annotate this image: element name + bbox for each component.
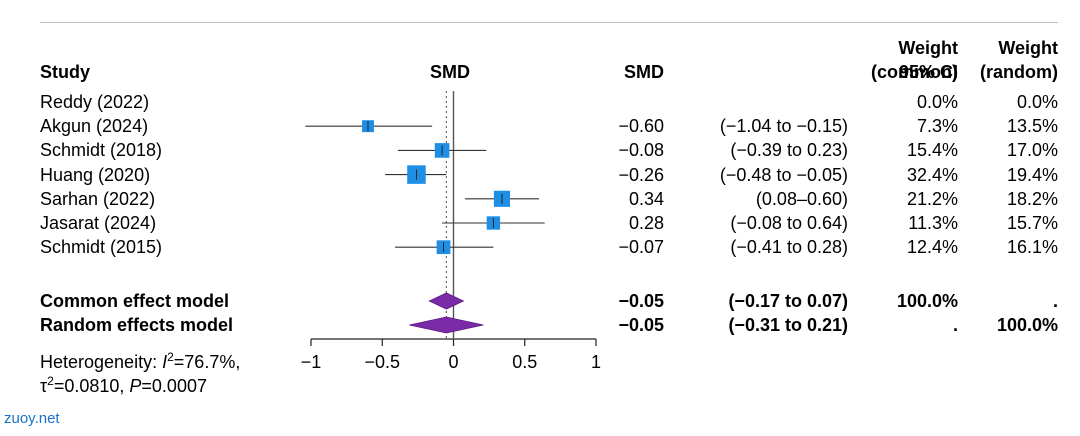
weight-random: 15.7% (1006, 213, 1058, 233)
summary-diamond (428, 292, 465, 310)
study-name: Schmidt (2018) (40, 140, 163, 161)
study-name: Common effect model (40, 291, 230, 311)
table-row: Huang (2020) −0.26 (−0.48 to −0.05) 32.4% 19… (0, 163, 1080, 187)
study-name: Schmidt (2015) (40, 237, 163, 258)
weight-random: 18.2% (1006, 188, 1058, 209)
weight-random: 100.0% (996, 315, 1058, 335)
weight-random: 13.5% (1006, 116, 1058, 137)
weight-random: 17.0% (1006, 140, 1058, 161)
table-row: Schmidt (2018) −0.08 (−0.39 to 0.23) 15.4% 1… (0, 138, 1080, 162)
smd-value: −0.26 (618, 164, 664, 185)
weight-common: 100.0% (896, 291, 958, 311)
watermark: zuoy.net (4, 410, 60, 427)
ci-value: (−0.41 to 0.28) (730, 237, 848, 258)
ci-value: (0.08–0.60) (755, 188, 848, 209)
ci-value: (−0.08 to 0.64) (730, 213, 848, 233)
weight-common: 12.4% (906, 237, 958, 258)
study-name: Reddy (2022) (40, 92, 150, 112)
header-weight-common-2: (common) (871, 62, 958, 82)
smd-value: 0.28 (628, 213, 664, 233)
header-weight-random-2: (random) (980, 62, 1058, 82)
smd-value: −0.60 (618, 116, 664, 137)
weight-common: 7.3% (916, 116, 958, 137)
study-name: Huang (2020) (40, 164, 151, 185)
smd-value: 0.34 (628, 188, 664, 209)
het-i-symbol: I (162, 352, 168, 372)
het-tau-symbol: τ (40, 376, 48, 396)
study-name: Akgun (2024) (40, 116, 149, 137)
table-row: Sarhan (2022) 0.34 (0.08–0.60) 21.2% 18.2% (0, 187, 1080, 211)
weight-common: 0.0% (916, 92, 958, 112)
x-tick-label: 1 (591, 352, 601, 372)
header-weight-common-1: Weight (898, 38, 958, 58)
weight-random: 0.0% (1016, 92, 1058, 112)
ci-value: (−0.17 to 0.07) (728, 291, 848, 311)
het-p-value: =0.0007 (141, 376, 207, 396)
het-prefix: Heterogeneity: (40, 352, 163, 372)
smd-value: −0.05 (618, 315, 664, 335)
smd-value: −0.05 (618, 291, 664, 311)
study-name: Jasarat (2024) (40, 213, 157, 233)
weight-common: 32.4% (906, 164, 958, 185)
ci-value: (−0.48 to −0.05) (719, 164, 848, 185)
weight-random: 19.4% (1006, 164, 1058, 185)
weight-common: . (952, 315, 958, 335)
weight-common: 11.3% (908, 213, 958, 233)
het-i-value: =76.7%, (173, 352, 241, 372)
header-plot-smd: SMD (430, 62, 470, 82)
summary-row: Random effects model −0.05 (−0.31 to 0.21)… (0, 313, 1080, 337)
ci-value: (−0.39 to 0.23) (730, 140, 848, 161)
summary-diamond (409, 316, 484, 334)
ci-value: (−1.04 to −0.15) (719, 116, 848, 137)
table-row: Schmidt (2015) −0.07 (−0.41 to 0.28) 12.4% 1… (0, 235, 1080, 259)
weight-random: . (1052, 291, 1058, 311)
heterogeneity-text: Heterogeneity: I2=76.7%, τ2=0.0810, P=0.… (40, 350, 241, 396)
header-smd: SMD (624, 62, 664, 82)
study-name: Random effects model (40, 315, 234, 335)
x-tick-label: 0.5 (512, 352, 537, 372)
top-rule (40, 22, 1058, 23)
table-row: Reddy (2022) 0.0% 0.0% (0, 90, 1080, 114)
smd-value: −0.08 (618, 140, 664, 161)
header-study: Study (40, 62, 91, 82)
weight-common: 21.2% (906, 188, 958, 209)
ci-value: (−0.31 to 0.21) (728, 315, 848, 335)
table-row: Akgun (2024) −0.60 (−1.04 to −0.15) 7.3% 13.… (0, 114, 1080, 138)
smd-value: −0.07 (618, 237, 664, 258)
weight-random: 16.1% (1006, 237, 1058, 258)
x-tick-label: −0.5 (364, 352, 400, 372)
x-tick-label: 0 (448, 352, 458, 372)
header-weight-random-1: Weight (998, 38, 1058, 58)
summary-row: Common effect model −0.05 (−0.17 to 0.07) 1… (0, 289, 1080, 313)
weight-common: 15.4% (906, 140, 958, 161)
het-p-symbol: P (129, 376, 142, 396)
table-row: Jasarat (2024) 0.28 (−0.08 to 0.64) 11.3% 15… (0, 211, 1080, 235)
header-ci: 95% CI (898, 62, 958, 82)
study-name: Sarhan (2022) (40, 188, 156, 209)
x-tick-label: −1 (301, 352, 322, 372)
het-tau-value: =0.0810, (53, 376, 130, 396)
